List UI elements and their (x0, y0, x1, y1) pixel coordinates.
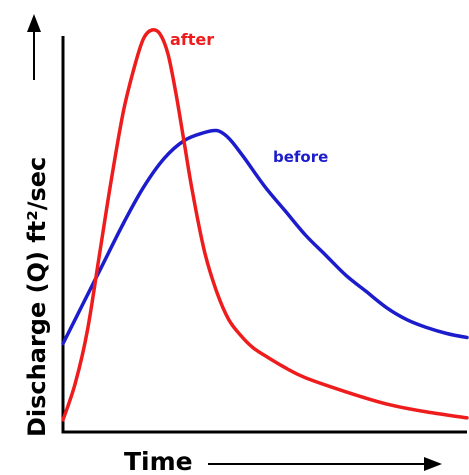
series-label-before: before (273, 148, 328, 166)
x-axis-label: Time (124, 447, 193, 475)
series-line-after (61, 28, 469, 422)
series-line-before (61, 128, 469, 346)
x-axis-arrow-icon (424, 457, 442, 471)
y-axis-label: Discharge (Q) ft²/sec (23, 157, 51, 437)
series-label-after: after (170, 30, 214, 49)
y-axis-arrow-icon (27, 14, 41, 32)
